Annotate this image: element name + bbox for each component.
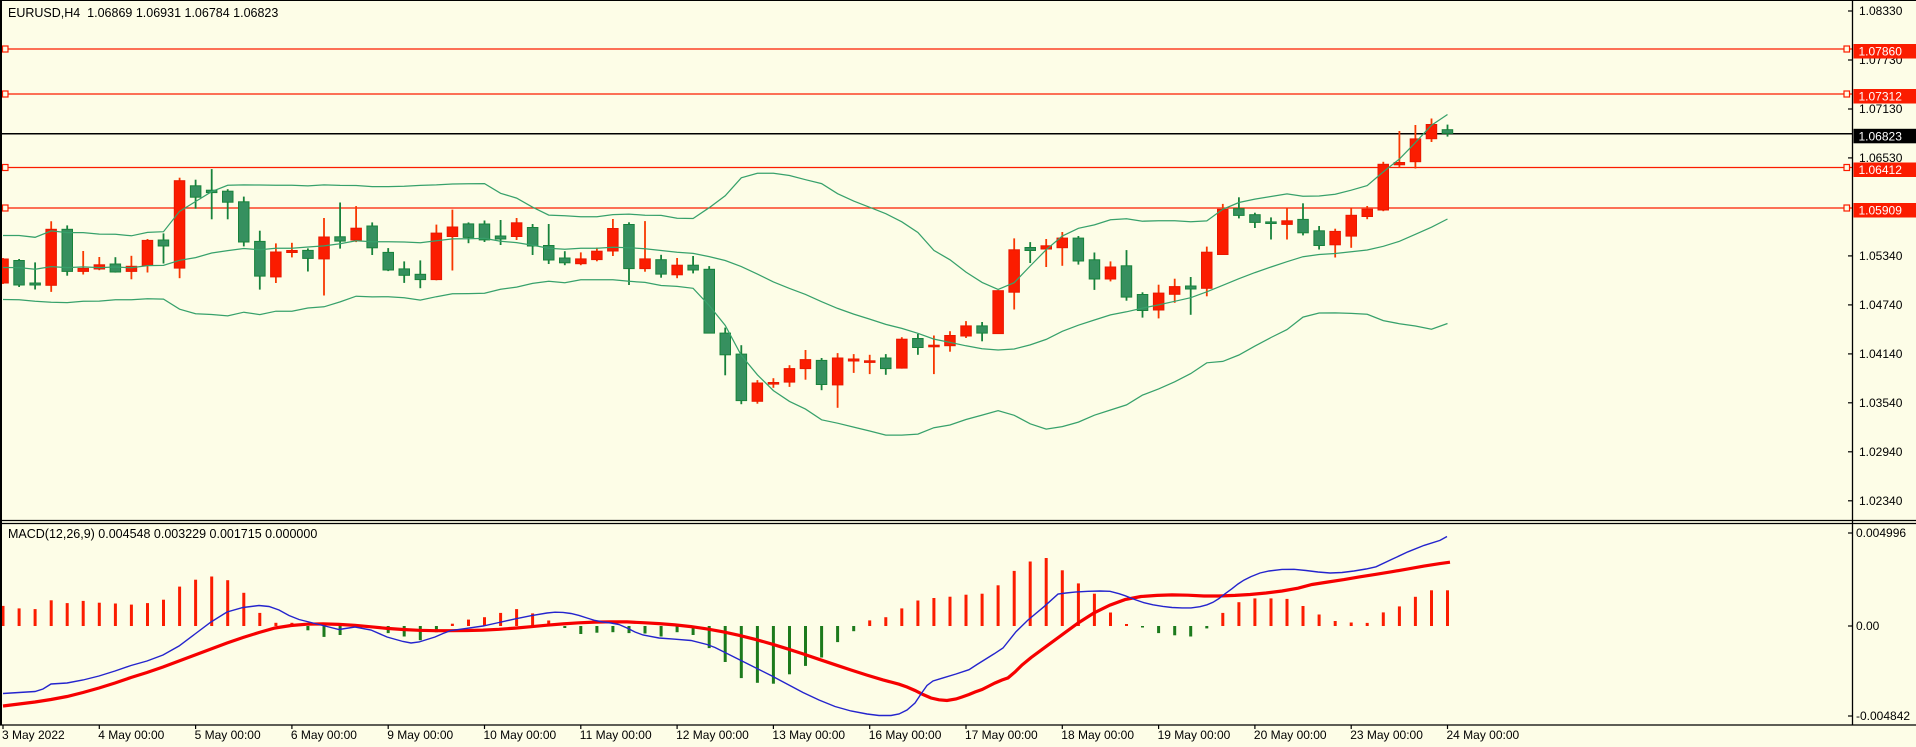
svg-text:1.03540: 1.03540 <box>1859 396 1903 410</box>
svg-text:9 May 00:00: 9 May 00:00 <box>387 728 453 742</box>
svg-text:5 May 00:00: 5 May 00:00 <box>195 728 261 742</box>
svg-text:12 May 00:00: 12 May 00:00 <box>676 728 749 742</box>
svg-text:16 May 00:00: 16 May 00:00 <box>869 728 942 742</box>
svg-text:20 May 00:00: 20 May 00:00 <box>1254 728 1327 742</box>
svg-text:1.07860: 1.07860 <box>1859 45 1903 59</box>
svg-text:0.00: 0.00 <box>1856 619 1880 633</box>
svg-text:1.06530: 1.06530 <box>1859 151 1903 165</box>
svg-text:11 May 00:00: 11 May 00:00 <box>580 728 652 742</box>
svg-text:3 May 2022: 3 May 2022 <box>2 728 65 742</box>
svg-text:1.02340: 1.02340 <box>1859 494 1903 508</box>
svg-text:EURUSD,H4 1.06869 1.06931 1.0: EURUSD,H4 1.06869 1.06931 1.06784 1.0682… <box>8 6 278 20</box>
svg-text:1.02940: 1.02940 <box>1859 445 1903 459</box>
svg-text:1.04140: 1.04140 <box>1859 347 1903 361</box>
svg-text:1.08330: 1.08330 <box>1859 4 1903 18</box>
svg-text:10 May 00:00: 10 May 00:00 <box>484 728 557 742</box>
svg-text:13 May 00:00: 13 May 00:00 <box>772 728 845 742</box>
svg-text:1.07312: 1.07312 <box>1859 90 1903 104</box>
svg-text:6 May 00:00: 6 May 00:00 <box>291 728 357 742</box>
svg-text:18 May 00:00: 18 May 00:00 <box>1061 728 1134 742</box>
svg-text:1.05340: 1.05340 <box>1859 249 1903 263</box>
svg-text:-0.004842: -0.004842 <box>1856 709 1910 723</box>
svg-text:17 May 00:00: 17 May 00:00 <box>965 728 1038 742</box>
svg-text:24 May 00:00: 24 May 00:00 <box>1447 728 1520 742</box>
svg-text:1.06412: 1.06412 <box>1859 163 1903 177</box>
svg-text:1.06823: 1.06823 <box>1859 130 1903 144</box>
svg-text:19 May 00:00: 19 May 00:00 <box>1158 728 1231 742</box>
svg-text:MACD(12,26,9) 0.004548 0.00322: MACD(12,26,9) 0.004548 0.003229 0.001715… <box>8 527 317 541</box>
svg-text:1.07130: 1.07130 <box>1859 102 1903 116</box>
svg-text:1.04740: 1.04740 <box>1859 298 1903 312</box>
svg-text:23 May 00:00: 23 May 00:00 <box>1350 728 1423 742</box>
svg-text:4 May 00:00: 4 May 00:00 <box>98 728 164 742</box>
svg-text:0.004996: 0.004996 <box>1856 526 1906 540</box>
svg-text:1.05909: 1.05909 <box>1859 204 1903 218</box>
